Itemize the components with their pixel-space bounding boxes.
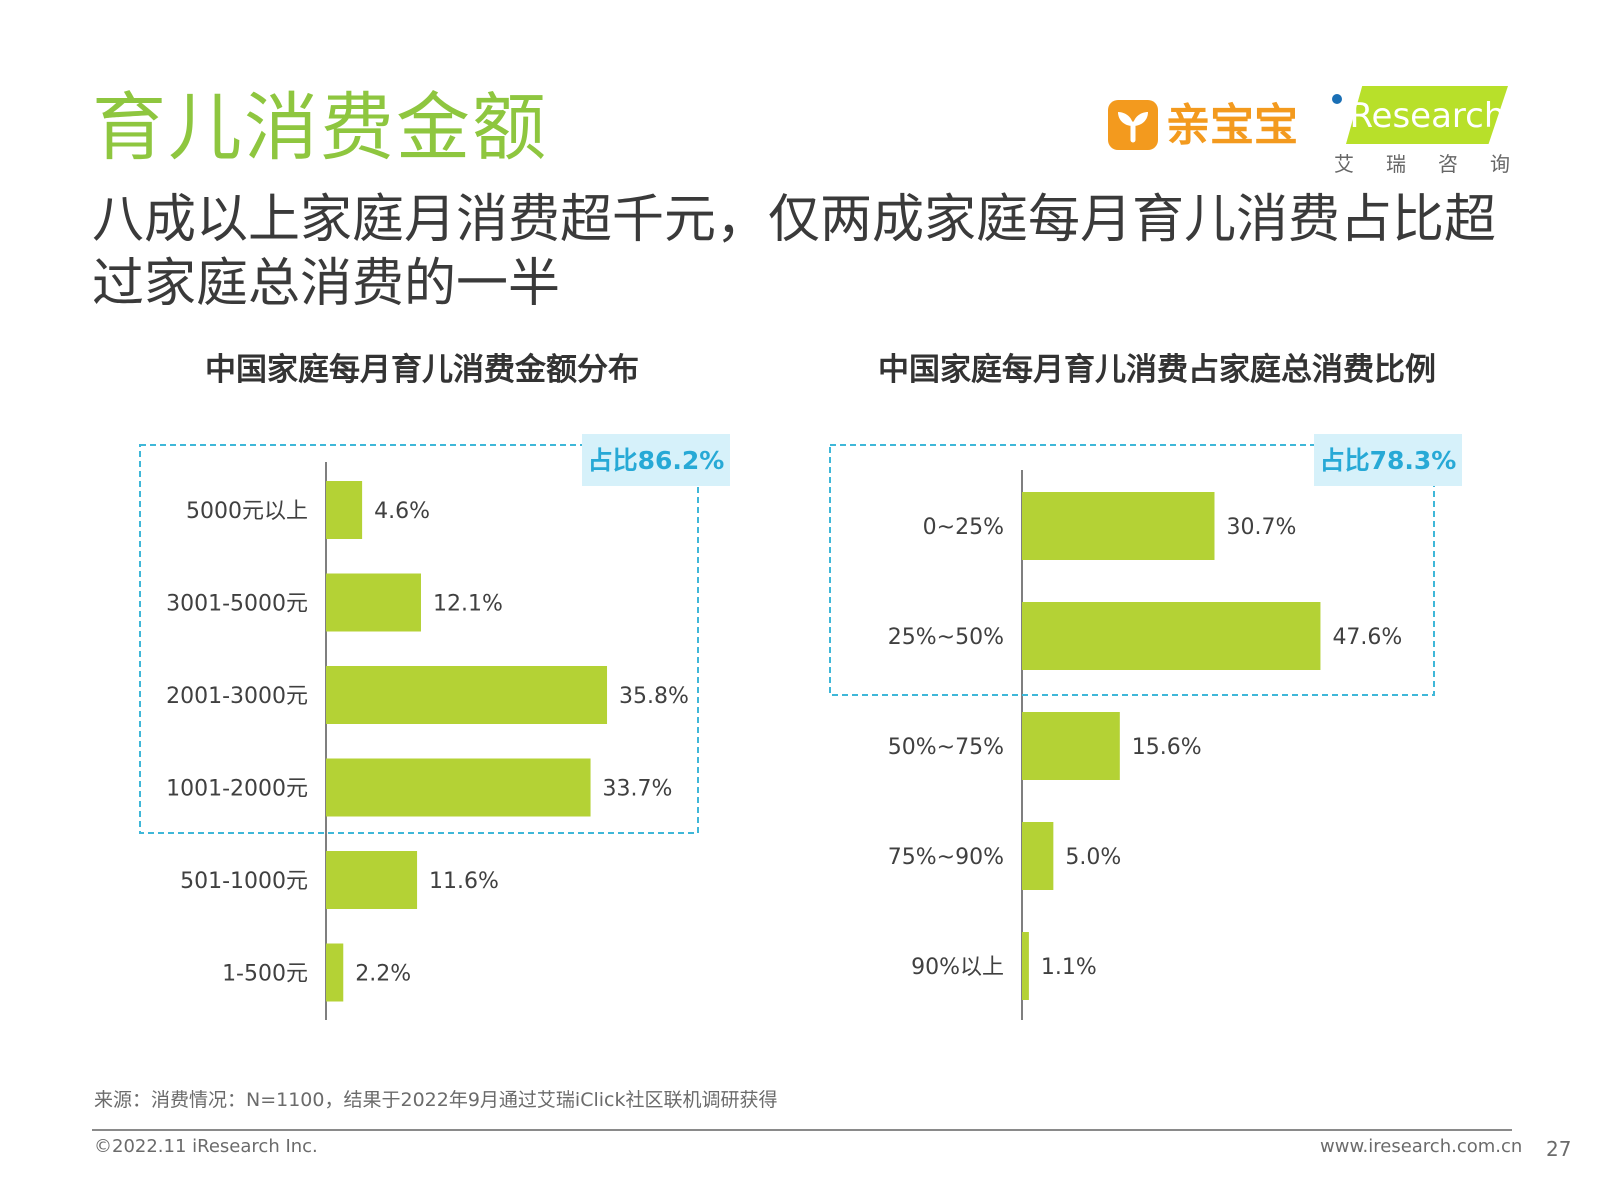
c2-bar: [1022, 932, 1029, 1000]
source-note: 来源：消费情况：N=1100，结果于2022年9月通过艾瑞iClick社区联机调…: [94, 1089, 778, 1111]
c1-bar: [326, 943, 344, 1002]
c1-bar: [326, 666, 608, 724]
iresearch-dot-icon: [1332, 94, 1342, 104]
sprout-icon: [1108, 100, 1158, 150]
c2-category-label: 0~25%: [923, 515, 1004, 540]
c1-bar: [326, 758, 591, 817]
c1-value-label: 11.6%: [429, 869, 499, 894]
chart2-consumption-ratio: 0~25% 30.7% 25%~50% 47.6% 50%~75% 15.6% 75%~90…: [829, 434, 1462, 1020]
c1-callout-badge: [582, 434, 730, 486]
website-link[interactable]: www.iresearch.com.cn: [1320, 1136, 1523, 1157]
page-subtitle: 八成以上家庭月消费超千元，仅两成家庭每月育儿消费占比超过家庭总消费的一半: [92, 190, 1497, 314]
c1-category-label: 3001-5000元: [166, 592, 308, 617]
c2-value-label: 15.6%: [1132, 735, 1202, 760]
iresearch-name: iResearch: [1340, 96, 1506, 136]
iresearch-chinese-name: 艾瑞咨询: [1334, 152, 1542, 176]
c1-value-label: 4.6%: [374, 499, 430, 524]
c2-value-label: 47.6%: [1332, 625, 1402, 650]
c1-bar: [326, 573, 421, 632]
page-number: 27: [1546, 1137, 1572, 1161]
footer-divider: [92, 1129, 1512, 1131]
c1-value-label: 12.1%: [433, 592, 503, 617]
c1-callout-label: 占比86.2%: [588, 446, 725, 475]
c1-category-label: 501-1000元: [180, 869, 308, 894]
chart1-title: 中国家庭每月育儿消费金额分布: [205, 352, 639, 388]
c2-bar: [1022, 822, 1054, 890]
qinbaobao-logo: 亲宝宝: [1108, 98, 1308, 158]
c1-value-label: 33.7%: [603, 777, 673, 802]
chart1-amount-distribution: 5000元以上 4.6% 3001-5000元 12.1% 2001-3000元 35.8…: [139, 434, 730, 1020]
c2-category-label: 90%以上: [911, 955, 1004, 980]
c1-value-label: 2.2%: [355, 962, 411, 987]
iresearch-badge: [1346, 86, 1508, 144]
c1-value-label: 35.8%: [619, 684, 689, 709]
c1-bar: [326, 481, 363, 539]
c2-category-label: 50%~75%: [888, 735, 1004, 760]
c2-value-label: 5.0%: [1065, 845, 1121, 870]
qinbaobao-name: 亲宝宝: [1166, 100, 1298, 151]
c2-value-label: 30.7%: [1226, 515, 1296, 540]
c2-callout-label: 占比78.3%: [1320, 446, 1457, 475]
c1-bar: [326, 851, 418, 909]
c2-bar: [1022, 712, 1120, 780]
chart2-title: 中国家庭每月育儿消费占家庭总消费比例: [878, 352, 1436, 388]
c1-category-label: 2001-3000元: [166, 684, 308, 709]
c1-callout-box: [139, 444, 699, 834]
c2-category-label: 25%~50%: [888, 625, 1004, 650]
c2-callout-badge: [1314, 434, 1462, 486]
c1-category-label: 1-500元: [222, 962, 308, 987]
iresearch-logo: iResearch 艾瑞咨询: [1326, 84, 1526, 184]
c2-bar: [1022, 492, 1215, 560]
c2-callout-box: [829, 444, 1435, 696]
page-title: 育儿消费金额: [92, 85, 548, 171]
c2-value-label: 1.1%: [1041, 955, 1097, 980]
copyright: ©2022.11 iResearch Inc.: [94, 1136, 318, 1157]
c1-category-label: 5000元以上: [186, 499, 308, 524]
c2-bar: [1022, 602, 1321, 670]
c2-category-label: 75%~90%: [888, 845, 1004, 870]
c1-category-label: 1001-2000元: [166, 777, 308, 802]
